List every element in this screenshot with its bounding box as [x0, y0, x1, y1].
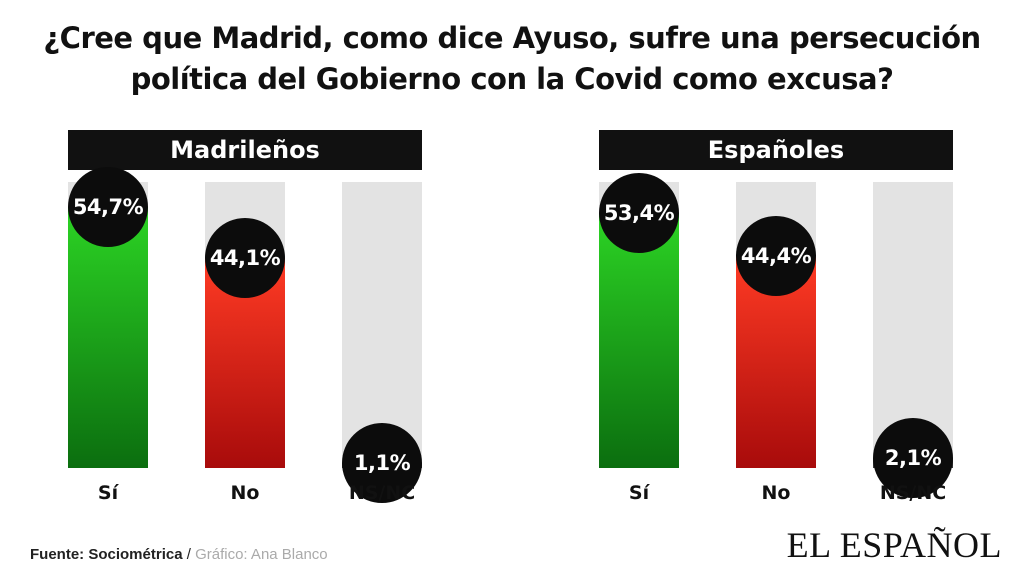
value-label-si: 54,7% [68, 167, 148, 247]
chart-title: ¿Cree que Madrid, como dice Ayuso, sufre… [0, 18, 1024, 100]
category-label-ns-nc: NS/NC [879, 482, 947, 504]
source-separator: / [186, 546, 191, 563]
source-name: Sociométrica [88, 546, 183, 563]
chart-panel-espanoles: Españoles 53,4% Sí 44,4% No 2,1% NS/NC [599, 130, 953, 510]
bar-si [599, 213, 679, 468]
bar-si [68, 207, 148, 468]
el-espanol-logo: EL ESPAÑOL [786, 525, 1002, 565]
category-label-no: No [230, 482, 260, 504]
category-label-ns-nc: NS/NC [348, 482, 416, 504]
source-label: Fuente: [30, 546, 85, 563]
chart-panel-madrilenos: Madrileños 54,7% Sí 44,1% No 1,1% NS/NC [68, 130, 422, 510]
title-line-1: ¿Cree que Madrid, como dice Ayuso, sufre… [43, 21, 981, 55]
panel-header: Españoles [599, 130, 953, 170]
value-label-ns-nc: 2,1% [873, 418, 953, 498]
panel-header: Madrileños [68, 130, 422, 170]
category-label-no: No [761, 482, 791, 504]
value-label-no: 44,4% [736, 216, 816, 296]
value-label-ns-nc: 1,1% [342, 423, 422, 503]
bar-track-ns-nc [342, 182, 422, 468]
category-label-si: Sí [97, 482, 119, 504]
value-label-no: 44,1% [205, 218, 285, 298]
chart-credit: Gráfico: Ana Blanco [195, 546, 328, 563]
source-note: Fuente: Sociométrica / Gráfico: Ana Blan… [30, 546, 328, 563]
title-line-2: política del Gobierno con la Covid como … [130, 62, 894, 96]
value-label-si: 53,4% [599, 173, 679, 253]
category-label-si: Sí [628, 482, 650, 504]
